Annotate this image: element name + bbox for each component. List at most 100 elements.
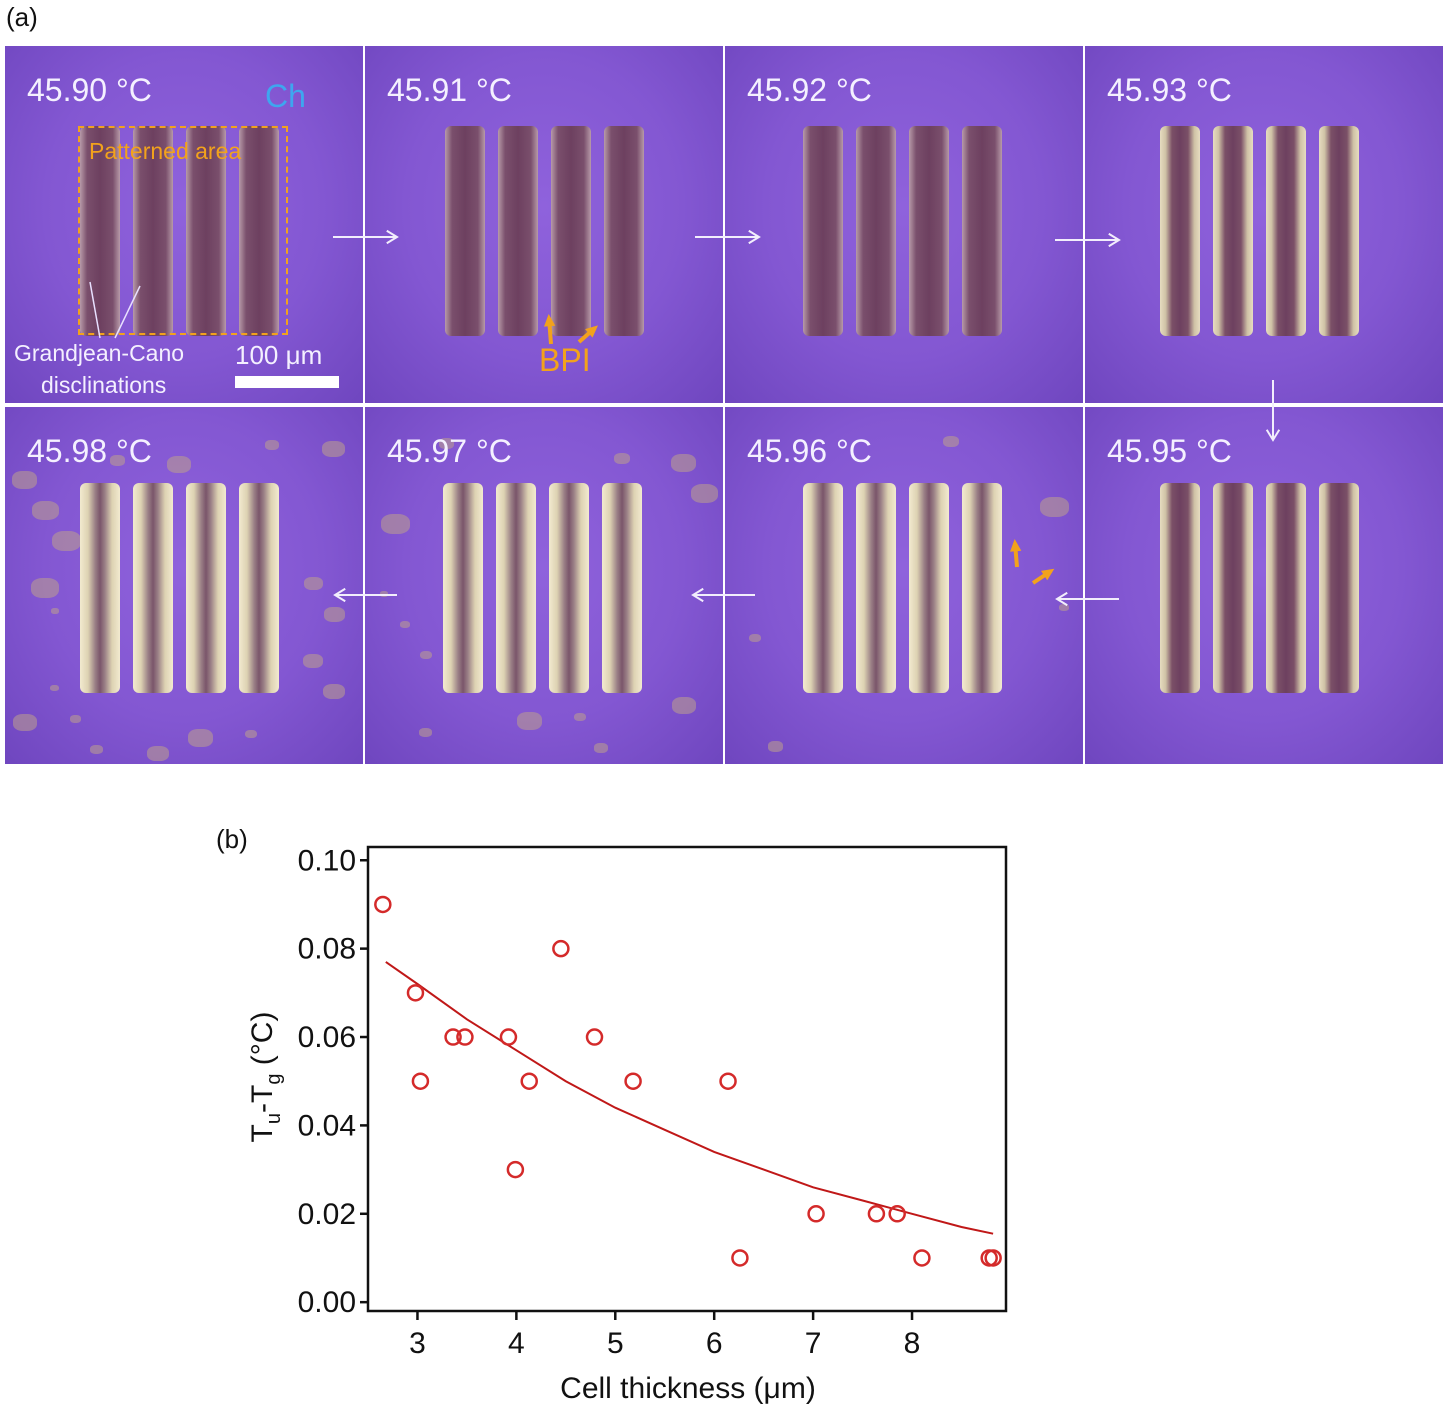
bpi-arrow-head xyxy=(544,314,556,327)
stripe xyxy=(239,126,279,336)
stripe xyxy=(1319,483,1359,693)
x-axis-label: Cell thickness (μm) xyxy=(560,1372,816,1405)
crystal-domain xyxy=(52,531,81,552)
crystal-domain xyxy=(749,634,761,643)
bpi-arrows xyxy=(544,314,599,345)
x-tick-label: 7 xyxy=(805,1327,822,1360)
data-point xyxy=(807,1205,825,1223)
data-point xyxy=(444,1028,462,1046)
sequence-arrow-head xyxy=(1055,591,1068,607)
stripe xyxy=(549,483,589,693)
stripe xyxy=(962,126,1002,336)
stripe xyxy=(1213,483,1253,693)
data-point xyxy=(731,1249,749,1267)
sequence-arrow-head xyxy=(691,587,704,603)
crystal-domain xyxy=(420,651,432,660)
stripe xyxy=(909,483,949,693)
micrograph-tile-5: 45.95 °C xyxy=(1085,407,1443,764)
y-tick-label: 0.02 xyxy=(298,1198,356,1231)
patterned-area-box xyxy=(78,126,288,335)
crystal-domain xyxy=(32,501,59,520)
crystal-domain xyxy=(90,745,103,755)
crystal-domain xyxy=(574,713,586,722)
micrograph-tile-8: 45.98 °C xyxy=(5,407,363,764)
plot-frame xyxy=(366,845,1008,1313)
stripe xyxy=(443,483,483,693)
crystal-domain xyxy=(188,729,213,747)
crystal-domain xyxy=(13,714,37,731)
crystal-domain xyxy=(517,712,542,730)
stripe-pattern xyxy=(1160,483,1360,693)
bpi-arrow-head xyxy=(1041,568,1055,581)
stripe xyxy=(133,126,173,336)
pointer-line xyxy=(114,285,141,339)
sequence-arrow-head xyxy=(1108,232,1121,248)
stripe xyxy=(186,483,226,693)
micrograph-tile-1: 45.90 °C Ch Patterned area Grandjean-Cano di… xyxy=(5,46,363,403)
data-point xyxy=(867,1205,886,1223)
disclination-pointers xyxy=(89,281,141,339)
x-tick-label: 3 xyxy=(409,1327,426,1360)
stripe xyxy=(909,126,949,336)
stripe xyxy=(803,483,843,693)
bpi-arrow-head xyxy=(585,325,599,338)
stripe-pattern xyxy=(80,483,280,693)
y-tick-label: 0.00 xyxy=(298,1286,356,1319)
data-point xyxy=(374,895,392,914)
stripe xyxy=(239,483,279,693)
crystal-domain xyxy=(50,685,59,692)
x-tick-label: 4 xyxy=(508,1327,525,1360)
crystal-domain xyxy=(381,514,410,535)
stripe-pattern xyxy=(443,483,643,693)
x-tick-label: 5 xyxy=(607,1327,624,1360)
stripe-pattern xyxy=(80,126,280,336)
pointer-line xyxy=(89,281,101,339)
crystal-domain xyxy=(110,455,125,466)
stripe xyxy=(803,126,843,336)
y-tick-label: 0.10 xyxy=(298,844,356,877)
data-point xyxy=(552,939,570,958)
micrograph-tile-6: 45.96 °C xyxy=(725,407,1083,764)
data-point xyxy=(456,1028,474,1046)
y-tick-label: 0.06 xyxy=(298,1021,356,1054)
fit-curve xyxy=(385,961,994,1235)
stripe xyxy=(1266,126,1306,336)
sequence-arrow-head xyxy=(386,229,399,245)
crystal-domain xyxy=(265,440,279,450)
crystal-domain xyxy=(324,607,345,622)
y-tick-label: 0.08 xyxy=(298,933,356,966)
crystal-domain xyxy=(691,484,718,503)
crystal-domain xyxy=(400,621,410,628)
stripe xyxy=(551,126,591,336)
panel-b-label: (b) xyxy=(216,824,248,854)
data-point xyxy=(624,1072,642,1090)
scale-bar-label: 100 μm xyxy=(235,340,323,370)
data-point xyxy=(506,1160,525,1179)
stripe xyxy=(445,126,485,336)
data-point xyxy=(520,1072,538,1090)
stripe xyxy=(1213,126,1253,336)
ch-label: Ch xyxy=(265,78,306,114)
stripe-pattern xyxy=(1160,126,1360,336)
temperature-label: 45.93 °C xyxy=(1107,72,1232,108)
temperature-label: 45.97 °C xyxy=(387,433,512,469)
data-point xyxy=(406,984,425,1002)
x-tick-label: 8 xyxy=(904,1327,921,1360)
temperature-label: 45.92 °C xyxy=(747,72,872,108)
micrograph-tile-3: 45.92 °C xyxy=(725,46,1083,403)
crystal-domain xyxy=(304,577,323,591)
scale-bar xyxy=(235,376,339,388)
crystal-domain xyxy=(671,454,696,472)
crystal-domain xyxy=(380,591,388,597)
sequence-arrow-head xyxy=(333,587,346,603)
y-tick-label: 0.04 xyxy=(298,1109,356,1142)
temperature-label: 45.96 °C xyxy=(747,433,872,469)
crystal-domain xyxy=(147,746,169,762)
stripe xyxy=(856,483,896,693)
y-axis-label-sub1: u xyxy=(263,1113,285,1124)
crystal-domain xyxy=(1040,497,1069,518)
crystal-domain xyxy=(1059,604,1069,611)
micrograph-grid: 45.90 °C Ch Patterned area Grandjean-Cano di… xyxy=(5,46,1445,765)
micrograph-tile-4: 45.93 °C xyxy=(1085,46,1443,403)
bpi-label: BPI xyxy=(539,342,591,378)
